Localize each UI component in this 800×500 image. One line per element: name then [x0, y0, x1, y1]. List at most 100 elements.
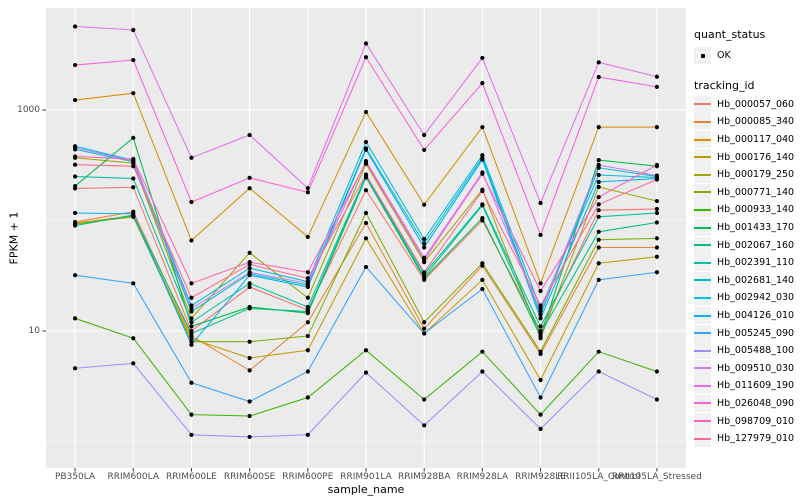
data-point [422, 274, 427, 279]
data-point [538, 395, 543, 400]
legend-line-swatch-icon [694, 279, 711, 282]
data-point [654, 84, 660, 89]
data-point [247, 413, 252, 419]
data-point [189, 295, 194, 300]
legend-item-label: Hb_026048_090 [717, 397, 795, 409]
x-tick-label: RRIM600PE [282, 472, 334, 482]
legend-item-label: Hb_004126_010 [717, 310, 795, 322]
x-tick-label: RRII105LA_Control [557, 472, 641, 482]
data-point [538, 316, 543, 321]
data-point [654, 220, 660, 225]
legend-item-label: Hb_127979_010 [717, 433, 795, 445]
data-point [305, 309, 310, 314]
data-point [596, 74, 601, 80]
point-marker-icon [700, 53, 705, 58]
legend-key [694, 289, 711, 307]
data-point [305, 395, 310, 400]
legend-key [694, 201, 711, 219]
legend-line-swatch-icon [694, 314, 711, 317]
legend-line-swatch-icon [694, 226, 711, 229]
legend-key [694, 166, 711, 184]
data-point [654, 162, 660, 168]
data-point [247, 186, 252, 191]
legend-line-swatch-icon [694, 138, 711, 141]
legend-item-label: Hb_000057_060 [717, 98, 795, 110]
legend-key [694, 236, 711, 254]
legend-item-label: Hb_005245_090 [717, 327, 795, 339]
data-point [596, 369, 601, 374]
data-point [422, 132, 427, 138]
data-point [131, 336, 136, 341]
data-point [189, 432, 194, 437]
data-point [654, 173, 660, 178]
data-point [596, 208, 601, 213]
data-point [654, 245, 660, 250]
legend-line-swatch-icon [694, 349, 711, 352]
legend-item-Hb_026048_090: Hb_026048_090 [694, 394, 800, 413]
data-point [247, 132, 252, 138]
data-point [189, 316, 194, 321]
legend-item-label: Hb_011609_190 [717, 380, 795, 392]
x-tick-label: RRIM600LA [107, 472, 160, 482]
data-point [480, 153, 485, 158]
data-point [247, 175, 252, 180]
data-point [131, 185, 136, 190]
data-point [422, 331, 427, 336]
data-point [422, 236, 427, 242]
legend-item-label: Hb_002067_160 [717, 239, 795, 251]
data-point [480, 125, 485, 130]
data-point [305, 190, 310, 195]
legend-key [694, 359, 711, 377]
data-point [422, 241, 427, 246]
data-point [654, 254, 660, 259]
data-point [305, 186, 310, 191]
data-point [363, 109, 369, 115]
legend-item-Hb_000933_140: Hb_000933_140 [694, 201, 800, 219]
data-point [189, 281, 194, 286]
data-point [596, 184, 601, 190]
data-point [480, 216, 485, 221]
data-point [538, 288, 543, 294]
data-point [247, 250, 252, 255]
data-point [538, 281, 543, 286]
x-tick-label: RRII105LA_Stressed [612, 472, 702, 482]
x-tick-label: RRIM600SE [223, 472, 276, 482]
legend-item-label: Hb_000117_040 [717, 134, 795, 146]
x-tick-label: RRIM928LA [456, 472, 509, 482]
legend-key [694, 271, 711, 289]
data-point [538, 377, 543, 383]
legend-key [694, 307, 711, 325]
data-point [189, 320, 194, 325]
data-point [480, 369, 485, 374]
x-tick-label: RRIM928BA [397, 472, 451, 482]
data-point [72, 145, 78, 150]
data-point [538, 349, 543, 354]
legend-item-Hb_127979_010: Hb_127979_010 [694, 430, 800, 448]
data-point [480, 81, 485, 86]
data-point [422, 397, 427, 402]
legend-item-label: Hb_002942_030 [717, 292, 795, 304]
data-point [422, 202, 427, 207]
x-tick-label: PB350LA [54, 472, 96, 482]
legend-key [694, 342, 711, 360]
legend-key [694, 183, 711, 201]
legend-key [694, 430, 711, 448]
legend-key [694, 148, 711, 166]
data-point [654, 125, 660, 130]
data-point [363, 236, 369, 241]
legend-item-Hb_009510_030: Hb_009510_030 [694, 359, 800, 378]
legend-line-swatch-icon [694, 120, 711, 123]
y-axis-title: FPKM + 1 [7, 211, 21, 265]
data-point [72, 273, 78, 278]
data-point [189, 412, 194, 417]
data-point [596, 245, 601, 250]
data-point [654, 74, 660, 79]
legend-title-tracking-id: tracking_id [694, 78, 755, 92]
data-point [247, 262, 252, 267]
legend-line-swatch-icon [694, 437, 711, 440]
legend-line-swatch-icon [694, 332, 711, 335]
data-point [72, 154, 78, 159]
data-point [538, 426, 543, 432]
data-point [72, 366, 78, 371]
